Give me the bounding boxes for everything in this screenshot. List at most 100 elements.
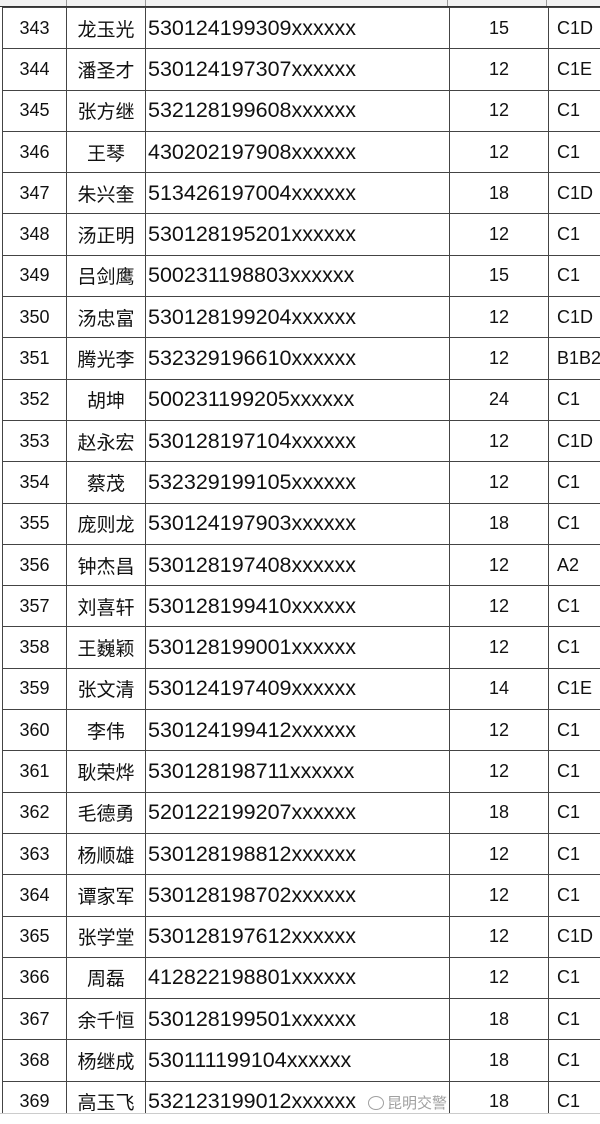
license-class-cell: C1D [549, 173, 600, 214]
license-class-cell: C1 [549, 462, 600, 503]
name-cell: 杨继成 [67, 1040, 146, 1081]
name-cell: 钟杰昌 [67, 544, 146, 585]
name-cell: 蔡茂 [67, 462, 146, 503]
row-number: 364 [3, 875, 67, 916]
score-cell: 18 [450, 999, 549, 1040]
row-number: 348 [3, 214, 67, 255]
license-class-cell: C1D [549, 8, 600, 49]
score-cell: 18 [450, 792, 549, 833]
score-cell: 12 [450, 833, 549, 874]
license-class-cell: C1 [549, 833, 600, 874]
license-class-cell: A2 [549, 544, 600, 585]
id-number-cell: 412822198801xxxxxx [146, 957, 450, 998]
watermark: 昆明交警 [368, 1092, 447, 1113]
row-number: 360 [3, 710, 67, 751]
license-class-cell: C1 [549, 503, 600, 544]
name-cell: 朱兴奎 [67, 173, 146, 214]
license-class-cell: C1D [549, 916, 600, 957]
id-number-cell: 513426197004xxxxxx [146, 173, 450, 214]
row-number: 362 [3, 792, 67, 833]
score-cell: 12 [450, 462, 549, 503]
wechat-icon [368, 1096, 384, 1110]
row-number: 343 [3, 8, 67, 49]
license-class-cell: C1D [549, 297, 600, 338]
id-number-cell: 530128198711xxxxxx [146, 751, 450, 792]
license-class-cell: C1 [549, 751, 600, 792]
score-cell: 15 [450, 255, 549, 296]
name-cell: 吕剑鹰 [67, 255, 146, 296]
score-cell: 18 [450, 503, 549, 544]
id-number-cell: 530128198812xxxxxx [146, 833, 450, 874]
score-cell: 12 [450, 49, 549, 90]
id-number-cell: 530124197409xxxxxx [146, 668, 450, 709]
name-cell: 王琴 [67, 131, 146, 172]
row-number: 358 [3, 627, 67, 668]
name-cell: 汤忠富 [67, 297, 146, 338]
license-class-cell: C1 [549, 792, 600, 833]
license-class-cell: C1 [549, 875, 600, 916]
license-class-cell: C1 [549, 1040, 600, 1081]
license-class-cell: C1 [549, 586, 600, 627]
id-number-cell: 530128199204xxxxxx [146, 297, 450, 338]
score-cell: 12 [450, 338, 549, 379]
bottom-edge [0, 1113, 600, 1124]
score-cell: 18 [450, 1040, 549, 1081]
license-class-cell: C1 [549, 90, 600, 131]
row-number: 352 [3, 379, 67, 420]
name-cell: 耿荣烨 [67, 751, 146, 792]
license-class-cell: C1D [549, 420, 600, 461]
id-number-cell: 530124197307xxxxxx [146, 49, 450, 90]
row-number: 346 [3, 131, 67, 172]
id-number-cell: 530128195201xxxxxx [146, 214, 450, 255]
id-number-cell: 500231199205xxxxxx [146, 379, 450, 420]
table-header-strip [0, 0, 600, 7]
score-cell: 12 [450, 586, 549, 627]
license-class-cell: C1 [549, 255, 600, 296]
score-cell: 12 [450, 957, 549, 998]
id-number-cell: 530128197104xxxxxx [146, 420, 450, 461]
name-cell: 潘圣才 [67, 49, 146, 90]
name-cell: 庞则龙 [67, 503, 146, 544]
score-cell: 15 [450, 8, 549, 49]
name-cell: 谭家军 [67, 875, 146, 916]
score-cell: 12 [450, 627, 549, 668]
id-number-cell: 430202197908xxxxxx [146, 131, 450, 172]
name-cell: 余千恒 [67, 999, 146, 1040]
license-class-cell: B1B2 [549, 338, 600, 379]
name-cell: 汤正明 [67, 214, 146, 255]
license-class-cell: C1 [549, 214, 600, 255]
score-cell: 12 [450, 710, 549, 751]
name-cell: 周磊 [67, 957, 146, 998]
name-cell: 龙玉光 [67, 8, 146, 49]
score-cell: 12 [450, 90, 549, 131]
score-cell: 12 [450, 916, 549, 957]
name-cell: 刘喜轩 [67, 586, 146, 627]
id-number-cell: 530124197903xxxxxx [146, 503, 450, 544]
license-class-cell: C1 [549, 957, 600, 998]
license-class-cell: C1E [549, 668, 600, 709]
score-cell: 24 [450, 379, 549, 420]
row-number: 351 [3, 338, 67, 379]
row-number: 349 [3, 255, 67, 296]
id-number-cell: 500231198803xxxxxx [146, 255, 450, 296]
id-number-cell: 530128199001xxxxxx [146, 627, 450, 668]
name-cell: 胡坤 [67, 379, 146, 420]
score-cell: 12 [450, 131, 549, 172]
row-number: 368 [3, 1040, 67, 1081]
